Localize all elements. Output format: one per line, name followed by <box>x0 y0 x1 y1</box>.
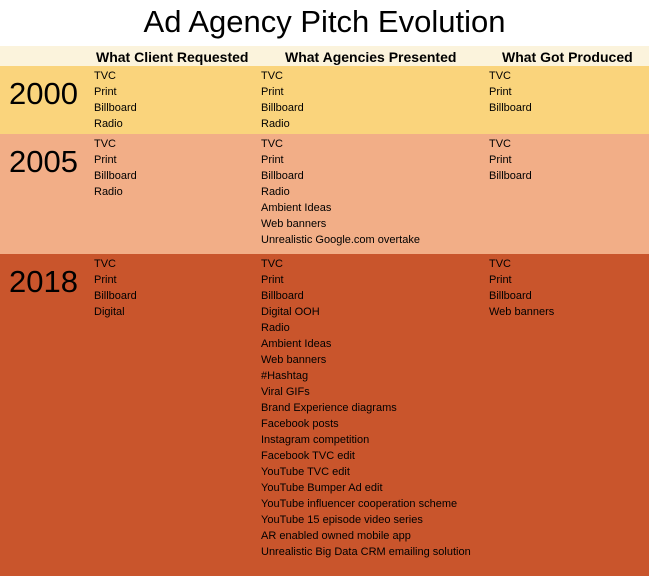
list-item: Radio <box>261 118 290 130</box>
list-item: Billboard <box>489 290 532 302</box>
list-item: Print <box>94 154 117 166</box>
list-item: Billboard <box>261 290 304 302</box>
year-label: 2018 <box>9 264 78 299</box>
list-item: Print <box>489 86 512 98</box>
row-2005: 2005 TVC Print Billboard Radio TVC Print Bill… <box>0 134 649 254</box>
list-item: Radio <box>94 186 123 198</box>
year-label: 2000 <box>9 76 78 111</box>
list-item: #Hashtag <box>261 370 309 382</box>
presented-list: TVC Print Billboard Radio <box>261 68 304 132</box>
list-item: Radio <box>94 118 123 130</box>
list-item: YouTube 15 episode video series <box>261 514 423 526</box>
list-item: Brand Experience diagrams <box>261 402 397 414</box>
produced-list: TVC Print Billboard Web banners <box>489 256 554 320</box>
list-item: Billboard <box>94 102 137 114</box>
presented-list: TVC Print Billboard Digital OOH Radio Ambient… <box>261 256 471 560</box>
year-label: 2005 <box>9 144 78 179</box>
list-item: Print <box>261 86 284 98</box>
list-item: TVC <box>94 138 116 150</box>
row-2018: 2018 TVC Print Billboard Digital TVC Print Bi… <box>0 254 649 576</box>
requested-list: TVC Print Billboard Radio <box>94 68 137 132</box>
list-item: TVC <box>489 70 511 82</box>
list-item: Web banners <box>261 218 327 230</box>
list-item: Viral GIFs <box>261 386 310 398</box>
list-item: Instagram competition <box>261 434 370 446</box>
list-item: TVC <box>261 70 283 82</box>
list-item: Ambient Ideas <box>261 338 332 350</box>
list-item: Billboard <box>94 170 137 182</box>
column-header-row: What Client Requested What Agencies Pres… <box>0 46 649 66</box>
produced-list: TVC Print Billboard <box>489 136 532 184</box>
list-item: Billboard <box>261 102 304 114</box>
list-item: Digital OOH <box>261 306 320 318</box>
list-item: Radio <box>261 186 290 198</box>
list-item: Print <box>489 154 512 166</box>
list-item: Billboard <box>489 170 532 182</box>
list-item: Print <box>489 274 512 286</box>
header-requested: What Client Requested <box>96 49 249 65</box>
list-item: TVC <box>261 138 283 150</box>
requested-list: TVC Print Billboard Digital <box>94 256 137 320</box>
list-item: Ambient Ideas <box>261 202 332 214</box>
list-item: YouTube influencer cooperation scheme <box>261 498 458 510</box>
list-item: Web banners <box>261 354 327 366</box>
list-item: Billboard <box>261 170 304 182</box>
list-item: TVC <box>94 258 116 270</box>
list-item: Print <box>94 86 117 98</box>
list-item: YouTube Bumper Ad edit <box>261 482 383 494</box>
list-item: Unrealistic Big Data CRM emailing soluti… <box>261 546 471 558</box>
list-item: Billboard <box>489 102 532 114</box>
list-item: TVC <box>489 138 511 150</box>
list-item: Facebook posts <box>261 418 339 430</box>
list-item: TVC <box>94 70 116 82</box>
header-produced: What Got Produced <box>502 49 633 65</box>
produced-list: TVC Print Billboard <box>489 68 532 116</box>
list-item: Radio <box>261 322 290 334</box>
list-item: AR enabled owned mobile app <box>261 530 411 542</box>
requested-list: TVC Print Billboard Radio <box>94 136 137 200</box>
page-title: Ad Agency Pitch Evolution <box>143 4 506 39</box>
list-item: Web banners <box>489 306 555 318</box>
list-item: Unrealistic Google.com overtake <box>261 234 420 246</box>
list-item: Digital <box>94 306 125 318</box>
list-item: YouTube TVC edit <box>261 466 350 478</box>
list-item: TVC <box>489 258 511 270</box>
row-2000: 2000 TVC Print Billboard Radio TVC Print Bill… <box>0 66 649 134</box>
list-item: Billboard <box>94 290 137 302</box>
list-item: Facebook TVC edit <box>261 450 355 462</box>
list-item: Print <box>261 154 284 166</box>
list-item: Print <box>94 274 117 286</box>
header-presented: What Agencies Presented <box>285 49 457 65</box>
list-item: TVC <box>261 258 283 270</box>
presented-list: TVC Print Billboard Radio Ambient Ideas Web b… <box>261 136 420 248</box>
list-item: Print <box>261 274 284 286</box>
